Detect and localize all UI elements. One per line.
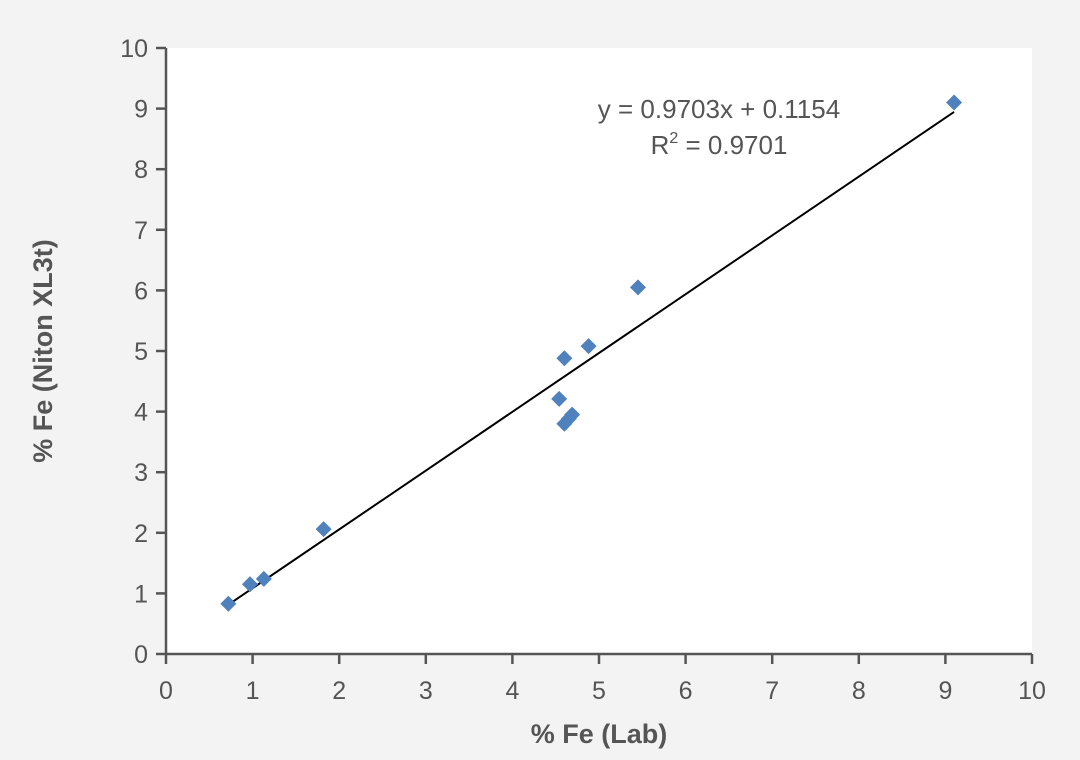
data-point [629,279,646,296]
data-point [564,406,581,423]
data-point [946,94,963,111]
x-tick-label: 6 [679,677,693,705]
y-tick-label: 10 [120,35,148,63]
data-point [242,576,259,593]
data-points-layer [220,94,963,612]
data-point [220,595,237,612]
x-tick-label: 0 [159,677,173,705]
r-squared-superscript: 2 [669,130,678,147]
y-tick-label: 8 [134,156,148,184]
x-tick-label: 1 [246,677,260,705]
r-squared-value: = 0.9701 [678,130,787,160]
y-tick-label: 2 [134,520,148,548]
r-squared-prefix: R [651,130,670,160]
y-tick-label: 6 [134,277,148,305]
y-axis-title: % Fe (Niton XL3t) [28,239,58,463]
y-tick-label: 3 [134,459,148,487]
data-point [315,521,332,538]
x-tick-label: 10 [1018,677,1046,705]
x-tick-label: 7 [765,677,779,705]
x-tick-label: 3 [419,677,433,705]
data-point [580,338,597,355]
x-tick-label: 9 [938,677,952,705]
x-tick-label: 2 [332,677,346,705]
y-tick-label: 1 [134,580,148,608]
x-axis-title: % Fe (Lab) [531,719,668,749]
plot-area [166,48,1032,654]
r-squared-label: R2 = 0.9701 [651,130,788,160]
y-tick-label: 7 [134,217,148,245]
data-point [556,350,573,367]
trendline-equation: y = 0.9703x + 0.1154 [598,94,840,124]
y-tick-label: 4 [134,399,148,427]
trendline-layer [227,111,955,606]
y-tick-label: 0 [134,641,148,669]
y-tick-label: 5 [134,338,148,366]
x-tick-label: 8 [852,677,866,705]
trendline [227,111,955,606]
x-tick-label: 5 [592,677,606,705]
y-tick-label: 9 [134,96,148,124]
x-tick-label: 4 [505,677,519,705]
axes-layer: 0 1 2 3 4 5 6 7 8 9 10 0 1 2 3 4 5 6 7 8 9 10 [120,35,1046,705]
data-point [551,390,568,407]
data-point [255,570,272,587]
